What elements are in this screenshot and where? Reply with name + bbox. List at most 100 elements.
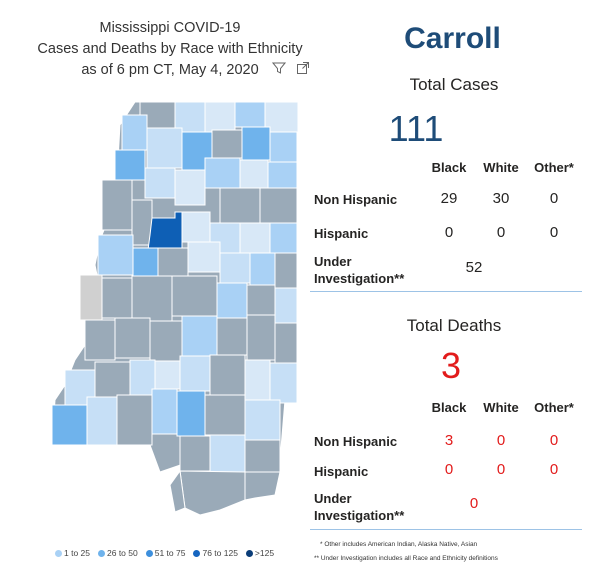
county (181, 211, 211, 243)
title-line-1: Mississippi COVID-19 (99, 20, 241, 36)
deaths-hispanic-white: 0 (496, 461, 506, 478)
legend-label: 76 to 125 (202, 548, 238, 558)
deaths-col-black: Black (431, 400, 467, 415)
deaths-ui-label-line1: Under (314, 491, 352, 506)
county (157, 247, 189, 277)
cases-non-hispanic-other: 0 (549, 190, 559, 207)
county (151, 388, 178, 435)
county (94, 361, 131, 398)
focus-mode-icon[interactable] (296, 61, 310, 75)
total-cases-title: Total Cases (409, 75, 499, 94)
county (204, 101, 236, 133)
cases-under-investigation-value: 52 (465, 259, 483, 276)
county (244, 359, 271, 401)
county (176, 390, 206, 437)
county (209, 354, 246, 396)
county (274, 322, 298, 364)
filter-icon[interactable] (272, 61, 286, 75)
legend-dot (55, 549, 62, 557)
county (179, 435, 211, 472)
deaths-non-hispanic-black: 3 (444, 432, 454, 449)
deaths-col-white: White (483, 400, 519, 415)
county (97, 234, 134, 276)
cases-non-hispanic-black: 29 (440, 190, 458, 207)
county (259, 187, 298, 224)
deaths-under-investigation-label: Under Investigation** (314, 490, 404, 524)
county (274, 287, 298, 324)
title-line-3: as of 6 pm CT, May 4, 2020 (81, 62, 259, 78)
legend-item: 51 to 75 (145, 548, 186, 558)
cases-ui-label-line1: Under (314, 254, 352, 269)
deaths-ui-label-line2: Investigation** (314, 508, 405, 523)
cases-row-hispanic-label: Hispanic (314, 226, 369, 241)
legend-dot (245, 549, 253, 557)
mississippi-county-map[interactable] (40, 100, 305, 530)
county (144, 167, 176, 199)
county (274, 252, 298, 289)
county (204, 394, 246, 436)
legend-label: 51 to 75 (154, 548, 186, 558)
legend-item: 26 to 50 (98, 548, 138, 558)
cases-non-hispanic-white: 30 (492, 190, 510, 207)
county (244, 439, 281, 473)
county (181, 315, 218, 357)
legend-label: 1 to 25 (64, 548, 90, 558)
county (101, 277, 133, 319)
county (86, 396, 118, 446)
county (269, 362, 298, 404)
county (131, 275, 173, 322)
cases-hispanic-white: 0 (496, 224, 506, 241)
county (246, 284, 276, 316)
county (179, 470, 246, 516)
legend-label: >125 (254, 548, 275, 558)
legend-dot (98, 549, 105, 557)
county (249, 252, 276, 286)
deaths-hispanic-black: 0 (444, 461, 454, 478)
total-deaths-value: 3 (440, 345, 462, 386)
title-line-2: Cases and Deaths by Race with Ethnicity (37, 41, 303, 57)
cases-divider (310, 291, 582, 292)
county (146, 127, 183, 169)
county (174, 169, 206, 206)
county (154, 360, 181, 390)
county (216, 282, 248, 319)
deaths-non-hispanic-white: 0 (496, 432, 506, 449)
county-name: Carroll (404, 22, 501, 55)
map-legend: 1 to 25 26 to 50 51 to 75 76 to 125 >125 (55, 548, 274, 558)
county (211, 129, 243, 159)
county (269, 222, 298, 254)
footnote-other: * Other includes American Indian, Alaska… (320, 541, 478, 548)
county (244, 399, 281, 441)
county (171, 275, 218, 317)
legend-dot (145, 549, 153, 557)
county (216, 317, 248, 356)
county (219, 187, 261, 224)
cases-col-other: Other* (534, 160, 574, 175)
cases-row-non-hispanic-label: Non Hispanic (314, 192, 398, 207)
county (79, 274, 103, 321)
county (131, 199, 153, 246)
deaths-divider (310, 529, 582, 530)
deaths-under-investigation-value: 0 (469, 495, 479, 512)
county (241, 126, 271, 161)
footnote-under-investigation: ** Under Investigation includes all Race… (314, 555, 498, 562)
deaths-hispanic-other: 0 (549, 461, 559, 478)
total-cases-value: 111 (388, 108, 444, 149)
selected-county-carroll (147, 211, 183, 251)
county (209, 434, 246, 473)
county (234, 101, 266, 128)
county (239, 159, 269, 189)
visual-header-icons (272, 61, 310, 75)
county (239, 222, 271, 254)
legend-label: 26 to 50 (107, 548, 138, 558)
deaths-row-non-hispanic-label: Non Hispanic (314, 434, 398, 449)
county (101, 179, 133, 231)
legend-item: 76 to 125 (193, 548, 238, 558)
deaths-non-hispanic-other: 0 (549, 432, 559, 449)
cases-col-white: White (483, 160, 519, 175)
total-deaths-title: Total Deaths (406, 316, 502, 335)
cases-col-black: Black (431, 160, 467, 175)
county (204, 157, 241, 189)
county (179, 355, 211, 392)
county (187, 241, 221, 273)
